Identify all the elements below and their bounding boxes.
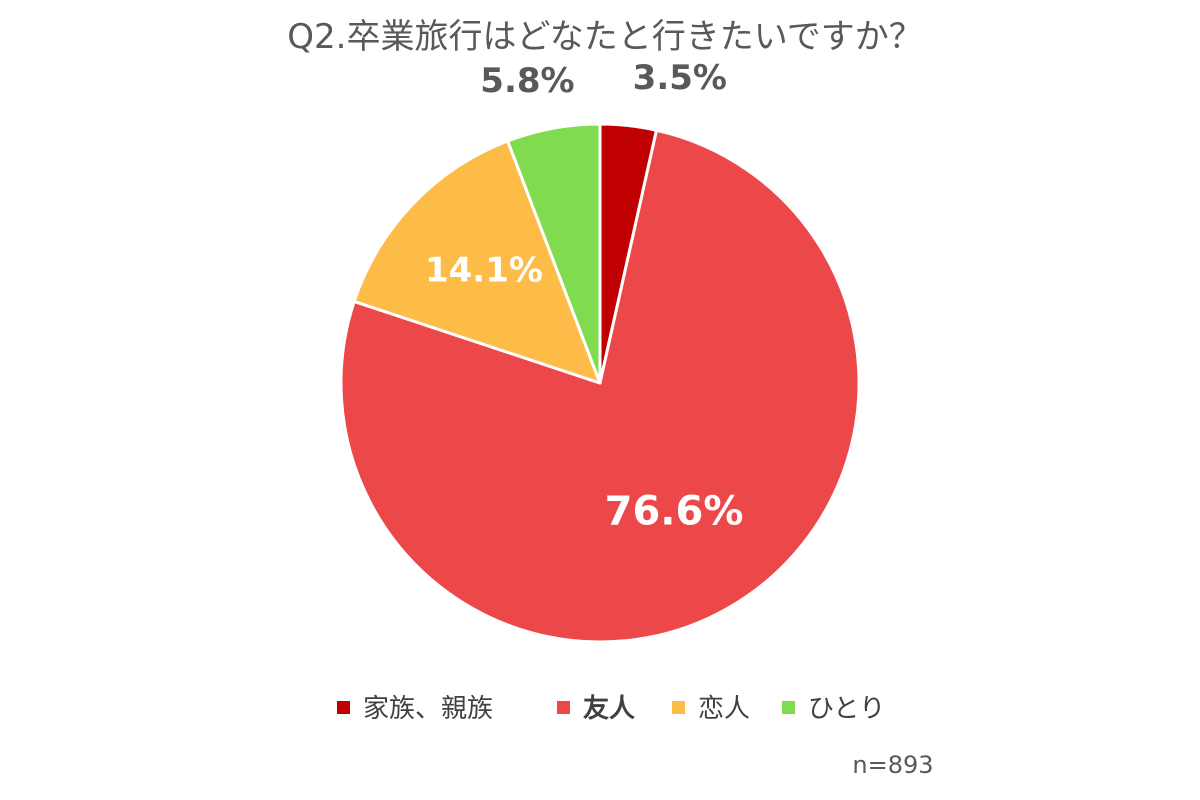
sample-size-note: n=893 <box>852 751 933 779</box>
legend-label-alone: ひとり <box>808 694 885 724</box>
legend-swatch-partner <box>672 701 685 714</box>
legend-swatch-friends <box>557 701 570 714</box>
data-label-family: 3.5% <box>633 58 727 98</box>
legend-swatch-family <box>337 701 350 714</box>
pie-slice-friends <box>339 128 861 644</box>
slice-labels: 3.5% 76.6% 14.1% 5.8% <box>425 58 743 535</box>
legend-label-family: 家族、親族 <box>363 694 493 724</box>
legend-label-friends: 友人 <box>583 694 635 724</box>
legend-item-partner: 恋人 <box>672 694 750 724</box>
legend: 家族、親族 友人 恋人 ひとり <box>337 694 885 724</box>
legend-item-alone: ひとり <box>782 694 885 724</box>
pie-slices <box>339 122 861 644</box>
data-label-friends: 76.6% <box>605 489 744 535</box>
data-label-partner: 14.1% <box>425 250 543 290</box>
legend-swatch-alone <box>782 701 795 714</box>
chart-title: Q2.卒業旅行はどなたと行きたいですか？ <box>287 17 923 57</box>
data-label-alone: 5.8% <box>480 61 574 101</box>
pie-slice-alone <box>506 122 602 385</box>
legend-label-partner: 恋人 <box>698 694 750 724</box>
legend-item-family: 家族、親族 <box>337 694 493 724</box>
pie-slice-partner <box>352 139 602 385</box>
legend-item-friends: 友人 <box>557 694 635 724</box>
